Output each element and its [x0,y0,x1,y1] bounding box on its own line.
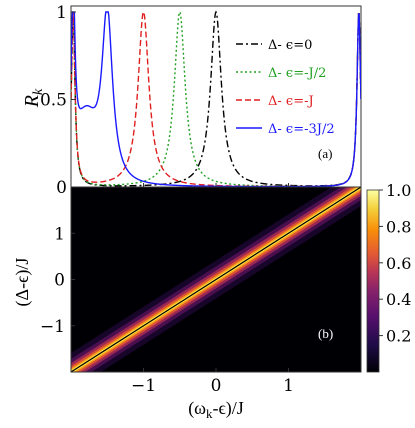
y-tick-label: 0 [54,271,65,291]
panel-a-ylabel: Rk [21,88,46,108]
colorbar-tick-label: 0.8 [386,217,411,236]
panel-b-ylabel: (Δ-ϵ)/J [12,258,33,307]
panel-a-frame [70,5,362,188]
series-line-1 [71,10,361,187]
colorbar-ticks: 1.0 0.8 0.6 0.4 0.2 [379,181,411,346]
colorbar-tick-label: 0.6 [386,254,411,273]
legend-label: Δ- ϵ=-J [268,94,314,109]
legend: Δ- ϵ=0 Δ- ϵ=-J/2 Δ- ϵ=-J Δ- ϵ=-3J/2 [236,38,335,137]
y-tick-label: 0 [56,178,67,198]
legend-label: Δ- ϵ=-3J/2 [268,122,335,137]
panel-b-ticks: −1 0 1 −1 0 1 [40,224,294,396]
legend-label: Δ- ϵ=0 [268,38,312,53]
y-tick-label: 0.5 [40,91,67,111]
x-tick-label: −1 [131,376,156,396]
colorbar-tick-label: 1.0 [386,181,411,200]
legend-label: Δ- ϵ=-J/2 [268,66,326,81]
y-tick-label: −1 [40,317,65,337]
panel-a-y-ticks: 00.51 [40,3,289,198]
panel-b-label: (b) [318,326,333,341]
y-tick-label: 1 [56,3,67,23]
colorbar-tick-label: 0.2 [386,327,411,346]
panel-a-label: (a) [318,146,332,161]
series-line-0 [71,10,361,187]
colorbar-tick-label: 0.4 [386,290,411,309]
heatmap-reference-line [70,186,362,373]
y-tick-label: 1 [54,224,65,244]
x-tick-label: 1 [283,376,294,396]
panel-b-xlabel: (ωk-ϵ)/J [188,398,244,421]
colorbar [366,189,380,373]
x-tick-label: 0 [211,376,222,396]
